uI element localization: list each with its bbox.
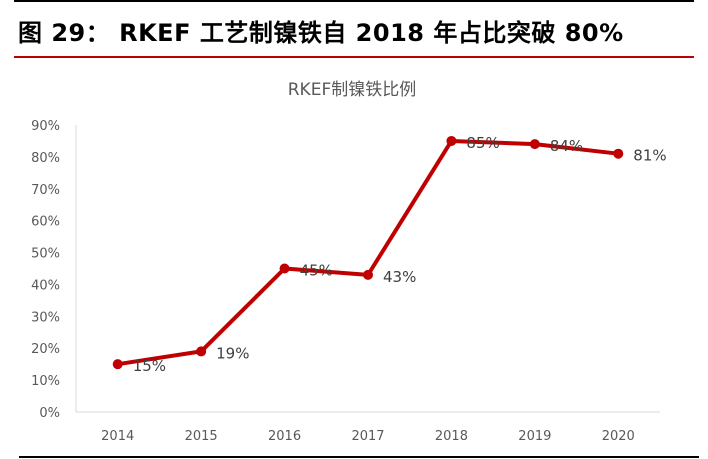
x-tick-label: 2019 (518, 429, 551, 444)
y-tick-label: 70% (31, 183, 60, 198)
x-tick-label: 2020 (602, 429, 635, 444)
data-label: 85% (466, 134, 499, 152)
data-point (446, 135, 457, 146)
y-tick-label: 80% (31, 151, 60, 166)
top-rule (14, 0, 694, 2)
bottom-rule (19, 456, 699, 458)
y-tick-label: 20% (31, 342, 60, 357)
data-label: 45% (300, 262, 333, 280)
y-tick-label: 40% (31, 278, 60, 293)
y-tick-label: 30% (31, 310, 60, 325)
data-point (529, 139, 540, 150)
series-line (117, 138, 619, 367)
y-tick-label: 50% (31, 247, 60, 262)
y-tick-label: 90% (31, 119, 60, 134)
x-tick-label: 2016 (268, 429, 301, 444)
chart-title: RKEF制镍铁比例 (288, 80, 416, 100)
x-tick-label: 2017 (351, 429, 384, 444)
x-tick-label: 2015 (185, 429, 218, 444)
data-point (196, 346, 207, 357)
data-label: 19% (216, 344, 249, 362)
data-label: 15% (133, 357, 166, 375)
y-tick-label: 60% (31, 215, 60, 230)
y-tick-label: 0% (39, 406, 60, 421)
data-point (112, 359, 123, 370)
title-underline (14, 56, 694, 58)
data-point (279, 263, 290, 274)
y-tick-label: 10% (31, 374, 60, 389)
data-point (613, 148, 624, 159)
data-label: 81% (633, 147, 666, 165)
data-label: 43% (383, 268, 416, 286)
data-label: 84% (550, 137, 583, 155)
figure-title: 图 29： RKEF 工艺制镍铁自 2018 年占比突破 80% (18, 19, 624, 47)
x-tick-label: 2018 (435, 429, 468, 444)
x-tick-label: 2014 (101, 429, 134, 444)
data-point (363, 269, 373, 280)
